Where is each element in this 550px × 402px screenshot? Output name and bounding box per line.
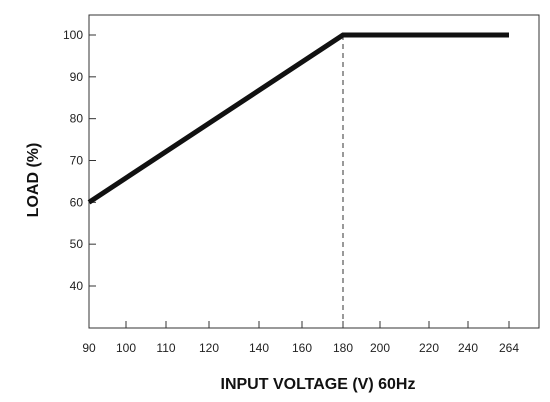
- y-tick-label: 50: [70, 237, 84, 251]
- y-axis-title: LOAD (%): [25, 143, 42, 218]
- x-tick-label: 160: [292, 341, 312, 355]
- y-tick-label: 70: [70, 154, 84, 168]
- x-tick-label: 240: [458, 341, 478, 355]
- x-tick-label: 180: [333, 341, 353, 355]
- x-tick-label: 90: [82, 341, 96, 355]
- y-tick-label: 60: [70, 195, 84, 209]
- x-tick-label: 264: [499, 341, 519, 355]
- x-tick-label: 120: [199, 341, 219, 355]
- y-tick-label: 90: [70, 70, 84, 84]
- x-tick-label: 100: [116, 341, 136, 355]
- y-tick-label: 80: [70, 112, 84, 126]
- plot-frame: [88, 14, 540, 329]
- x-tick-label: 140: [249, 341, 269, 355]
- series-line: [87, 32, 509, 205]
- x-tick-label: 200: [370, 341, 390, 355]
- x-axis-title: INPUT VOLTAGE (V) 60Hz: [221, 376, 416, 393]
- x-tick-label: 110: [156, 341, 175, 355]
- series-group: [87, 32, 509, 205]
- y-tick-label: 40: [70, 279, 84, 293]
- y-tick-label: 100: [63, 28, 83, 42]
- y-axis: 40 50 60 70 80 90 100: [63, 28, 96, 293]
- x-tick-label: 220: [419, 341, 439, 355]
- x-axis: 90 100 110 120 140 160 180 200 220 240 264: [82, 321, 519, 355]
